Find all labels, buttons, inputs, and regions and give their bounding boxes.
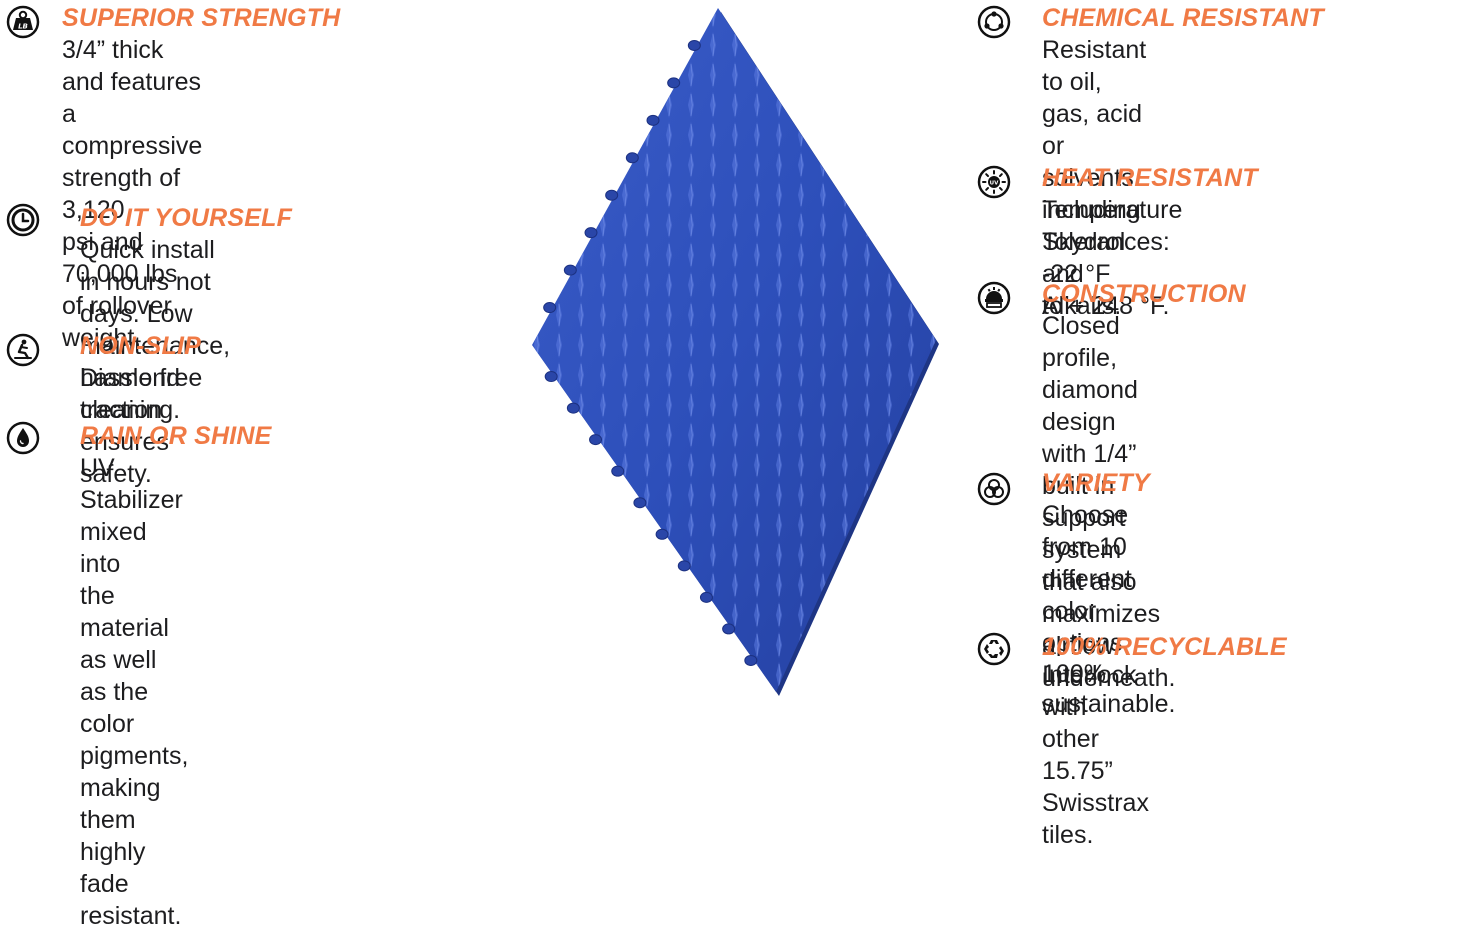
- feature-description: Temperature Tolerances: -22 °F to + 248 …: [1042, 196, 1183, 320]
- tile-connector: [699, 591, 713, 603]
- tile-connector: [563, 264, 577, 276]
- tile-connector: [722, 623, 736, 635]
- tile-connector: [646, 114, 660, 126]
- construction-helmet-icon: [977, 281, 1011, 315]
- tile-connector: [687, 39, 701, 51]
- feature-title: HEAT RESISTANT: [1042, 164, 1258, 192]
- tile-connector: [625, 152, 639, 164]
- feature-description: 100% sustainable.: [1042, 660, 1176, 718]
- feature-title: 100% RECYCLABLE: [1042, 633, 1287, 661]
- tile-connector: [633, 497, 647, 509]
- uv-sun-icon: UV: [977, 165, 1011, 199]
- feature-title: NON-SLIP: [80, 332, 202, 360]
- tile-connector: [584, 227, 598, 239]
- svg-text:UV: UV: [990, 180, 999, 186]
- recycle-icon: [977, 632, 1011, 666]
- tile-connector: [544, 371, 558, 383]
- feature-description: UV Stabilizer mixed into the material as…: [80, 454, 189, 930]
- feature-description: 3/4” thick and features a compressive st…: [62, 36, 203, 352]
- tile-connector: [605, 189, 619, 201]
- floor-tile-image: [526, 0, 946, 696]
- chemical-molecule-icon: [977, 5, 1011, 39]
- tile-connector: [667, 77, 681, 89]
- non-slip-person-icon: [6, 333, 40, 367]
- feature-title: DO IT YOURSELF: [80, 204, 293, 232]
- tile-connector: [655, 528, 669, 540]
- feature-title: SUPERIOR STRENGTH: [62, 4, 341, 32]
- feature-description: Resistant to oil, gas, acid or solvents …: [1042, 36, 1147, 320]
- feature-description: Diamond traction ensures safety.: [80, 364, 181, 488]
- feature-title: VARIETY: [1042, 469, 1150, 497]
- tile-connector: [677, 560, 691, 572]
- tile-connector: [543, 302, 557, 314]
- svg-text:LB: LB: [18, 23, 28, 31]
- feature-title: CHEMICAL RESISTANT: [1042, 4, 1324, 32]
- feature-description: Closed profile, diamond design with 1/4”…: [1042, 312, 1176, 692]
- feature-description: Quick install in hours not days. Low mai…: [80, 236, 231, 424]
- feature-title: RAIN OR SHINE: [80, 422, 272, 450]
- tile-connector: [566, 402, 580, 414]
- tile-connector: [611, 465, 625, 477]
- color-variety-circles-icon: [977, 472, 1011, 506]
- water-drop-icon: [6, 421, 40, 455]
- tile-connector: [744, 654, 758, 666]
- tile-connector: [589, 434, 603, 446]
- feature-title: CONSTRUCTION: [1042, 280, 1246, 308]
- clock-icon: [6, 203, 40, 237]
- weight-lb-icon: LB: [6, 5, 40, 39]
